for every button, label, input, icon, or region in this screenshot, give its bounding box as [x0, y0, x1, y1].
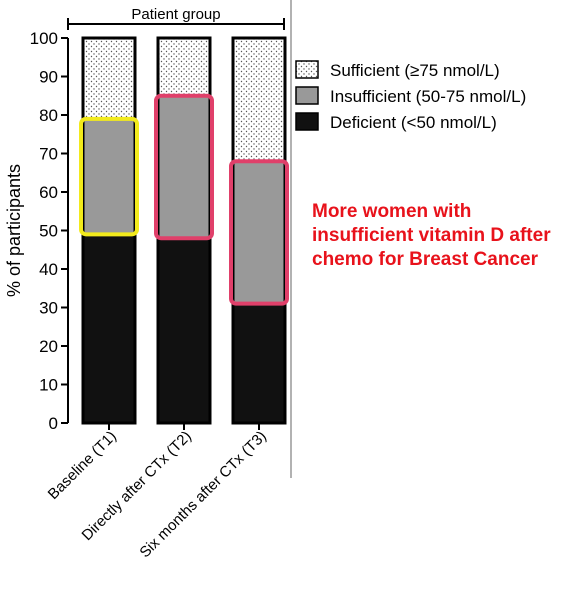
- y-tick-label: 60: [39, 183, 58, 202]
- y-tick-label: 40: [39, 260, 58, 279]
- legend-swatch: [295, 86, 319, 105]
- highlight-box: [229, 159, 289, 306]
- x-category-label: Baseline (T1): [45, 428, 120, 503]
- y-tick-label: 90: [39, 68, 58, 87]
- legend-entry: Deficient (<50 nmol/L): [330, 113, 497, 132]
- highlight-box: [79, 116, 139, 237]
- legend-entry: Insufficient (50-75 nmol/L): [330, 87, 526, 106]
- highlight-box: [154, 93, 214, 241]
- bar-segment: [233, 303, 285, 423]
- x-category-label: Six months after CTx (T3): [136, 428, 269, 561]
- bar-segment: [83, 38, 135, 119]
- bar-segment: [233, 38, 285, 162]
- chart-annotation: More women with insufficient vitamin D a…: [312, 201, 551, 270]
- y-tick-label: 30: [39, 299, 58, 318]
- y-tick-label: 100: [30, 29, 58, 48]
- bar-segment: [83, 234, 135, 423]
- y-axis-title: % of participants: [4, 164, 24, 297]
- bar-segment: [158, 95, 210, 239]
- y-tick-label: 0: [49, 414, 58, 433]
- bar-segment: [158, 38, 210, 96]
- y-tick-label: 80: [39, 106, 58, 125]
- y-tick-label: 50: [39, 222, 58, 241]
- group-label: Patient group: [131, 6, 220, 23]
- bar-segment: [83, 118, 135, 235]
- legend-swatch: [295, 60, 319, 79]
- legend-swatch: [295, 112, 319, 131]
- y-tick-label: 20: [39, 337, 58, 356]
- y-tick-label: 70: [39, 145, 58, 164]
- bar-segment: [158, 238, 210, 423]
- legend-entry: Sufficient (≥75 nmol/L): [330, 61, 500, 80]
- bar-segment: [233, 161, 285, 304]
- y-tick-label: 10: [39, 376, 58, 395]
